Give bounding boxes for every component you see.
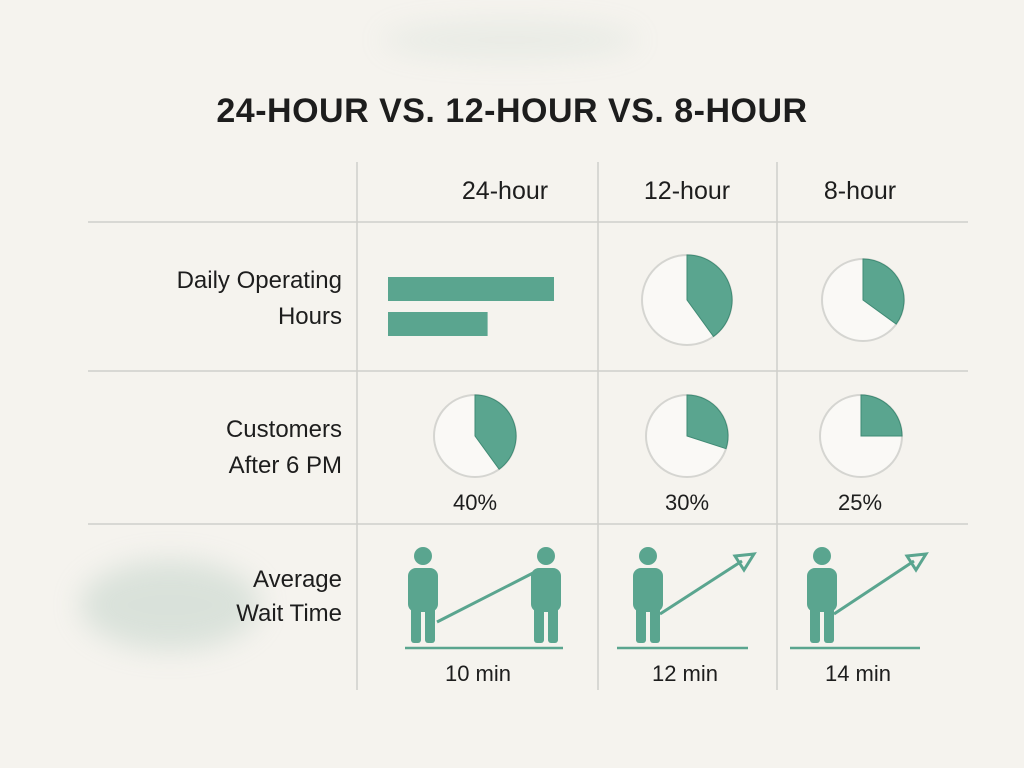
chart-marks: 40% 30% 25% 10 min 12 min 14 min: [388, 254, 929, 686]
person-torso: [807, 568, 837, 612]
person-torso: [408, 568, 438, 612]
person-head: [813, 547, 831, 565]
pie-slice: [862, 258, 905, 325]
row-labels: Daily Operating Hours Customers After 6 PM A…: [177, 267, 342, 627]
person-icon: [408, 547, 438, 643]
page-title: 24-HOUR VS. 12-HOUR VS. 8-HOUR: [216, 92, 808, 130]
customers-pie-12h: [645, 394, 729, 478]
arrow-head-icon: [904, 552, 929, 573]
pie-slice: [860, 394, 903, 437]
person-leg: [534, 605, 544, 643]
person-torso: [531, 568, 561, 612]
table-grid: [88, 162, 968, 690]
row-label-customers-after-6pm: After 6 PM: [229, 452, 342, 479]
pie-slice: [686, 254, 733, 338]
wait-time-value-label: 14 min: [825, 661, 891, 686]
person-icon: [633, 547, 663, 643]
row-label-average-wait-time: Wait Time: [236, 600, 342, 627]
person-leg: [810, 605, 820, 643]
arrow-head-icon: [732, 552, 757, 573]
person-leg: [425, 605, 435, 643]
column-header-12h: 12-hour: [644, 177, 730, 205]
customers-pie-24h: [433, 394, 517, 478]
row-label-daily-operating-hours: Daily Operating: [177, 267, 342, 294]
person-leg: [548, 605, 558, 643]
wait-time-value-label: 12 min: [652, 661, 718, 686]
column-headers: 24-hour 12-hour 8-hour: [462, 177, 896, 205]
column-header-24h: 24-hour: [462, 177, 548, 205]
operating-hours-bar: [388, 312, 488, 336]
row-label-customers-after-6pm: Customers: [226, 416, 342, 443]
customers-value-label: 25%: [838, 490, 882, 515]
person-head: [537, 547, 555, 565]
trend-arrow-icon: [833, 559, 915, 616]
person-head: [639, 547, 657, 565]
person-icon: [531, 547, 561, 643]
pie-slice: [474, 394, 517, 470]
trend-line: [436, 571, 534, 624]
person-head: [414, 547, 432, 565]
customers-pie-8h: [819, 394, 903, 478]
person-icon: [807, 547, 837, 643]
operating-hours-bar: [388, 277, 554, 301]
wait-time-value-label: 10 min: [445, 661, 511, 686]
trend-arrow-icon: [659, 559, 743, 616]
row-label-average-wait-time: Average: [253, 566, 342, 593]
row-label-daily-operating-hours: Hours: [278, 303, 342, 330]
person-leg: [411, 605, 421, 643]
operating-hours-pie-12h: [641, 254, 733, 346]
customers-value-label: 30%: [665, 490, 709, 515]
person-leg: [636, 605, 646, 643]
pie-slice: [686, 394, 729, 450]
operating-hours-pie-8h: [821, 258, 905, 342]
person-leg: [824, 605, 834, 643]
customers-value-label: 40%: [453, 490, 497, 515]
person-torso: [633, 568, 663, 612]
column-header-8h: 8-hour: [824, 177, 896, 205]
person-leg: [650, 605, 660, 643]
